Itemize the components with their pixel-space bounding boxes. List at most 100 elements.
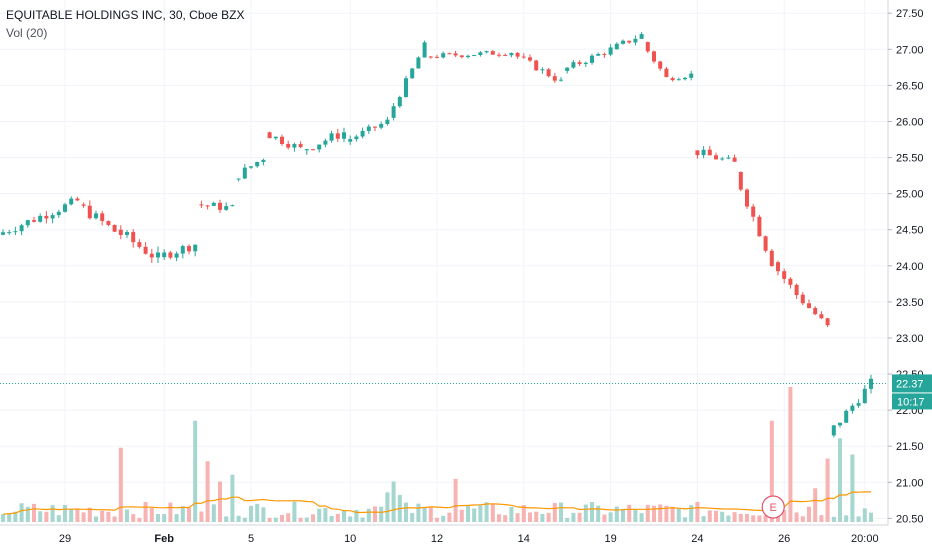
price-axis[interactable]: 27.50 27.00 26.50 26.00 25.50 25.00 24.50 24.00… bbox=[887, 0, 932, 525]
price-axis-label: 24.00 bbox=[896, 261, 924, 273]
candle-body bbox=[670, 78, 675, 81]
candle-body bbox=[714, 155, 718, 160]
candle bbox=[484, 50, 489, 54]
candle bbox=[205, 204, 210, 210]
candle-body bbox=[69, 198, 74, 205]
candle bbox=[156, 246, 160, 264]
volume-bar bbox=[75, 508, 80, 522]
volume-bar bbox=[466, 505, 470, 522]
candle bbox=[707, 145, 712, 156]
candle-body bbox=[782, 271, 787, 279]
volume-bar bbox=[94, 516, 98, 522]
candle-body bbox=[565, 67, 570, 71]
candle bbox=[81, 202, 86, 208]
candle-body bbox=[249, 166, 253, 168]
candle bbox=[509, 52, 514, 58]
volume-bar bbox=[422, 507, 427, 522]
candle-body bbox=[168, 252, 173, 258]
countdown-value: 10:17 bbox=[897, 396, 925, 408]
candle bbox=[683, 76, 687, 81]
candle-body bbox=[751, 206, 756, 217]
candle-body bbox=[757, 216, 762, 237]
volume-bar bbox=[577, 512, 582, 522]
candle bbox=[794, 283, 799, 299]
volume-indicator-label[interactable]: Vol (20) bbox=[6, 26, 48, 40]
candle bbox=[391, 103, 396, 121]
candle bbox=[621, 39, 625, 45]
volume-bar bbox=[7, 513, 12, 522]
candle bbox=[118, 225, 123, 240]
candle-body bbox=[540, 69, 545, 71]
candle-body bbox=[645, 42, 650, 52]
candle-body bbox=[205, 205, 210, 207]
candle-body bbox=[466, 55, 470, 58]
volume-bar bbox=[32, 503, 36, 522]
candle-body bbox=[862, 388, 867, 404]
candle-body bbox=[459, 55, 464, 58]
volume-moving-average bbox=[2, 491, 871, 515]
volume-bar bbox=[559, 502, 563, 522]
candle-body bbox=[664, 68, 669, 78]
candle bbox=[323, 138, 328, 148]
candle-body bbox=[478, 52, 483, 56]
candle-body bbox=[738, 171, 743, 190]
candle-body bbox=[348, 139, 353, 142]
volume-bar bbox=[869, 512, 873, 522]
candle bbox=[745, 188, 749, 210]
candle bbox=[199, 200, 204, 208]
candle bbox=[627, 40, 632, 44]
candle bbox=[453, 50, 458, 58]
candle bbox=[137, 239, 142, 249]
volume-bar bbox=[497, 514, 501, 522]
time-axis[interactable]: 29 Feb 5 10 12 14 19 24 26 20:00 bbox=[0, 524, 888, 545]
price-axis-label: 27.00 bbox=[896, 44, 924, 56]
volume-bar bbox=[342, 510, 346, 522]
volume-bar bbox=[255, 503, 260, 522]
earnings-marker-icon bbox=[761, 495, 785, 519]
candle-body bbox=[838, 422, 842, 426]
candle-body bbox=[745, 189, 749, 207]
volume-bar bbox=[596, 505, 601, 522]
volume-bar bbox=[168, 502, 173, 522]
candle-body bbox=[199, 204, 204, 206]
volume-bar bbox=[286, 513, 291, 522]
earnings-marker-label: E bbox=[770, 502, 777, 514]
candle bbox=[490, 49, 495, 55]
volume-bar bbox=[794, 512, 799, 522]
candle bbox=[435, 54, 439, 59]
candle-body bbox=[652, 51, 656, 62]
candle-body bbox=[329, 133, 334, 141]
earnings-marker-group[interactable]: E bbox=[761, 495, 785, 519]
volume-bar bbox=[106, 511, 111, 522]
volume-bar bbox=[707, 510, 712, 522]
volume-bar bbox=[180, 506, 185, 522]
candle bbox=[645, 41, 650, 54]
candle-body bbox=[850, 405, 855, 411]
countdown-badge bbox=[892, 393, 932, 410]
candle-body bbox=[38, 215, 43, 222]
price-axis-label: 21.50 bbox=[896, 441, 924, 453]
candle bbox=[187, 244, 191, 255]
candle bbox=[75, 196, 80, 202]
volume-bar bbox=[193, 420, 198, 522]
candle bbox=[311, 148, 315, 151]
candle bbox=[695, 150, 700, 159]
time-axis-label: 14 bbox=[518, 533, 530, 545]
candle-body bbox=[428, 56, 433, 58]
candle bbox=[441, 51, 446, 59]
candle bbox=[50, 212, 55, 224]
candle-body bbox=[81, 204, 86, 206]
candle-body bbox=[224, 206, 229, 210]
candle bbox=[850, 403, 855, 414]
volume-bar bbox=[714, 510, 718, 522]
volume-bar bbox=[311, 514, 315, 522]
volume-bar bbox=[38, 511, 43, 522]
volume-bar bbox=[515, 513, 520, 522]
candle-body bbox=[521, 56, 526, 58]
volume-bar bbox=[664, 505, 669, 522]
candle bbox=[428, 55, 433, 59]
candle-body bbox=[509, 53, 514, 56]
candle bbox=[242, 164, 247, 180]
volume-bar bbox=[652, 505, 656, 522]
